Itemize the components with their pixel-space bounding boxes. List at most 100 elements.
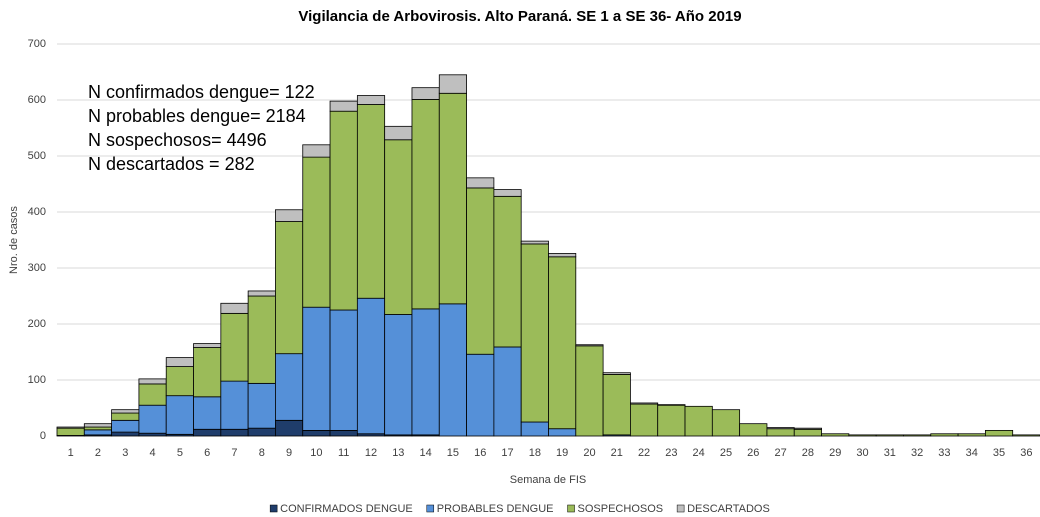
x-tick-label: 13: [392, 447, 404, 459]
bar-segment: [875, 434, 904, 437]
legend-swatch: [567, 504, 575, 513]
legend-label: PROBABLES DENGUE: [437, 503, 554, 515]
bar-segment: [1012, 434, 1040, 437]
y-tick-label: 700: [28, 38, 46, 50]
bar-segment: [438, 303, 467, 437]
bar-segment: [193, 347, 222, 398]
y-tick-label: 300: [28, 262, 46, 274]
bar-segment: [548, 253, 577, 258]
x-tick-label: 24: [693, 447, 705, 459]
x-tick-label: 22: [638, 447, 650, 459]
bar-segment: [657, 404, 686, 406]
x-tick-label: 25: [720, 447, 732, 459]
bar-segment: [329, 110, 358, 311]
bar-segment: [138, 432, 167, 437]
bar-segment: [275, 209, 304, 222]
x-tick-label: 30: [856, 447, 868, 459]
bar-segment: [356, 95, 386, 105]
bar-segment: [220, 428, 249, 437]
chart-title: Vigilancia de Arbovirosis. Alto Paraná. …: [298, 8, 741, 25]
bar-segment: [493, 346, 522, 437]
bar-segment: [793, 427, 822, 430]
x-tick-label: 7: [231, 447, 237, 459]
x-tick-label: 34: [966, 447, 978, 459]
bar-segment: [520, 240, 549, 245]
x-tick-label: 29: [829, 447, 841, 459]
x-tick-label: 33: [938, 447, 950, 459]
x-tick-label: 16: [474, 447, 486, 459]
x-tick-label: 11: [338, 447, 349, 459]
bar-segment: [548, 256, 577, 430]
legend-swatch: [426, 504, 435, 513]
x-tick-label: 6: [204, 447, 210, 459]
y-tick-label: 100: [28, 374, 46, 386]
y-tick-label: 600: [28, 94, 46, 106]
bar-segment: [356, 297, 386, 435]
bar-segment: [247, 382, 276, 429]
annotation: N probables dengue= 2184: [88, 106, 306, 126]
bar-segment: [111, 431, 140, 437]
bar-segment: [903, 434, 932, 437]
x-axis-label: Semana de FIS: [510, 474, 586, 486]
bar-segment: [548, 428, 577, 437]
bar-segment: [630, 403, 659, 437]
bar-segment: [275, 419, 304, 437]
legend-swatch: [676, 504, 685, 513]
bar-segment: [602, 373, 631, 436]
bar-segment: [138, 383, 167, 406]
bar-segment: [657, 404, 686, 437]
x-tick-label: 9: [286, 447, 292, 459]
bar-segment: [56, 426, 85, 429]
bar-segment: [684, 405, 713, 437]
y-tick-label: 400: [28, 206, 46, 218]
bar-segment: [275, 353, 304, 421]
y-tick-label: 200: [28, 318, 46, 330]
bar-segment: [466, 353, 495, 437]
bar-segment: [165, 366, 194, 397]
bar-segment: [411, 99, 440, 310]
x-tick-label: 2: [95, 447, 101, 459]
bar-segment: [220, 302, 249, 314]
bar-segment: [630, 402, 659, 405]
bar-segment: [575, 345, 604, 437]
x-tick-label: 8: [259, 447, 265, 459]
bar-segment: [165, 357, 194, 367]
bar-segment: [138, 378, 167, 385]
x-tick-label: 36: [1020, 447, 1032, 459]
annotation: N sospechosos= 4496: [88, 130, 267, 150]
bar-segment: [739, 423, 768, 437]
x-tick-label: 26: [747, 447, 759, 459]
bar-segment: [220, 312, 249, 382]
x-tick-label: 27: [774, 447, 786, 459]
bar-segment: [766, 428, 795, 437]
x-tick-label: 20: [583, 447, 595, 459]
bar-segment: [247, 290, 276, 297]
bar-segment: [56, 427, 85, 436]
bar-segment: [821, 433, 850, 437]
x-tick-label: 15: [447, 447, 459, 459]
x-tick-label: 21: [611, 447, 623, 459]
y-tick-label: 500: [28, 150, 46, 162]
bar-segment: [466, 177, 495, 189]
bar-segment: [411, 308, 440, 436]
bar-segment: [111, 409, 140, 414]
legend-label: SOSPECHOSOS: [578, 503, 664, 515]
x-tick-label: 5: [177, 447, 183, 459]
bar-segment: [438, 74, 467, 94]
bar-segment: [466, 187, 495, 355]
bar-segment: [329, 100, 358, 112]
bar-segment: [302, 306, 331, 431]
bar-segment: [111, 412, 140, 421]
legend-swatch: [269, 504, 278, 513]
x-tick-label: 10: [310, 447, 322, 459]
bar-segment: [275, 221, 304, 355]
bar-segment: [602, 372, 631, 375]
bar-segment: [930, 433, 959, 437]
bar-segment: [302, 156, 331, 308]
bar-segment: [220, 380, 249, 430]
x-tick-label: 32: [911, 447, 923, 459]
bar-segment: [493, 195, 522, 348]
bar-segment: [493, 189, 522, 197]
x-tick-label: 3: [122, 447, 128, 459]
x-tick-label: 35: [993, 447, 1005, 459]
